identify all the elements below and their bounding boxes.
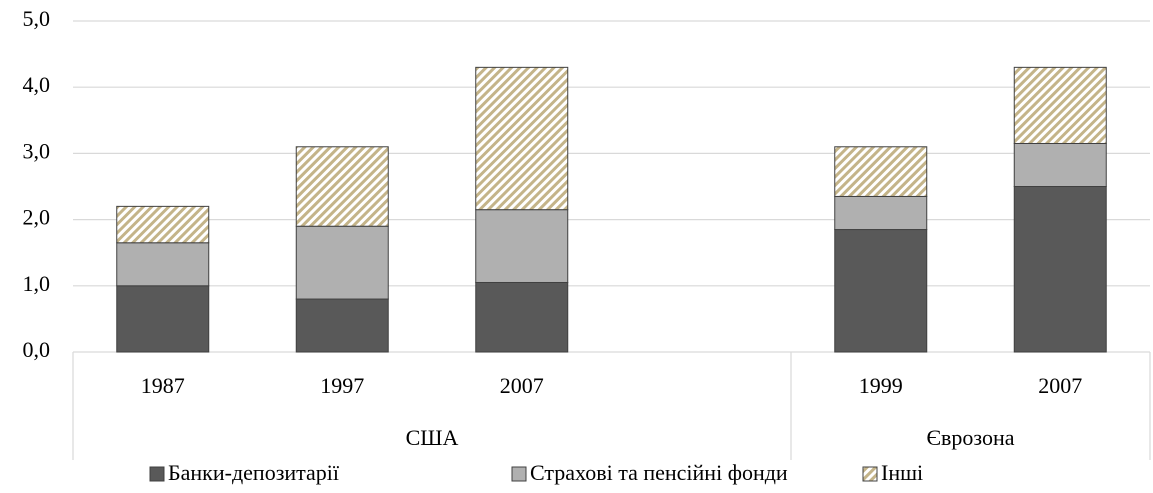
legend-swatch: [149, 466, 165, 482]
bar-segment: [295, 298, 389, 353]
bar-segment: [1013, 186, 1107, 353]
y-tick-label: 5,0: [23, 6, 51, 31]
legend-swatch: [511, 466, 527, 482]
y-tick-label: 0,0: [23, 337, 51, 362]
legend-label: Страхові та пенсійні фонди: [530, 460, 788, 485]
y-tick-label: 3,0: [23, 138, 51, 163]
bar-segment: [834, 229, 928, 353]
group-label: Єврозона: [926, 425, 1014, 450]
bar-segment: [1013, 66, 1107, 144]
legend-swatch: [862, 466, 878, 482]
bar-segment: [475, 209, 569, 283]
bar-segment: [295, 225, 389, 300]
bar-segment: [834, 195, 928, 231]
bar-segment: [834, 146, 928, 197]
bar-segment: [475, 66, 569, 211]
group-label: США: [406, 425, 459, 450]
y-tick-label: 2,0: [23, 205, 51, 230]
x-tick-label: 2007: [1038, 373, 1082, 398]
x-tick-label: 1999: [859, 373, 903, 398]
x-tick-label: 1997: [320, 373, 364, 398]
bar-segment: [116, 285, 210, 353]
x-tick-label: 2007: [500, 373, 544, 398]
bar-segment: [116, 242, 210, 287]
legend-label: Інші: [881, 460, 923, 485]
bar-segment: [116, 205, 210, 244]
bar-segment: [295, 146, 389, 227]
x-tick-label: 1987: [141, 373, 185, 398]
bar-segment: [1013, 142, 1107, 187]
legend-label: Банки-депозитарії: [168, 460, 340, 485]
y-tick-label: 1,0: [23, 271, 51, 296]
bar-segment: [475, 281, 569, 353]
y-tick-label: 4,0: [23, 72, 51, 97]
